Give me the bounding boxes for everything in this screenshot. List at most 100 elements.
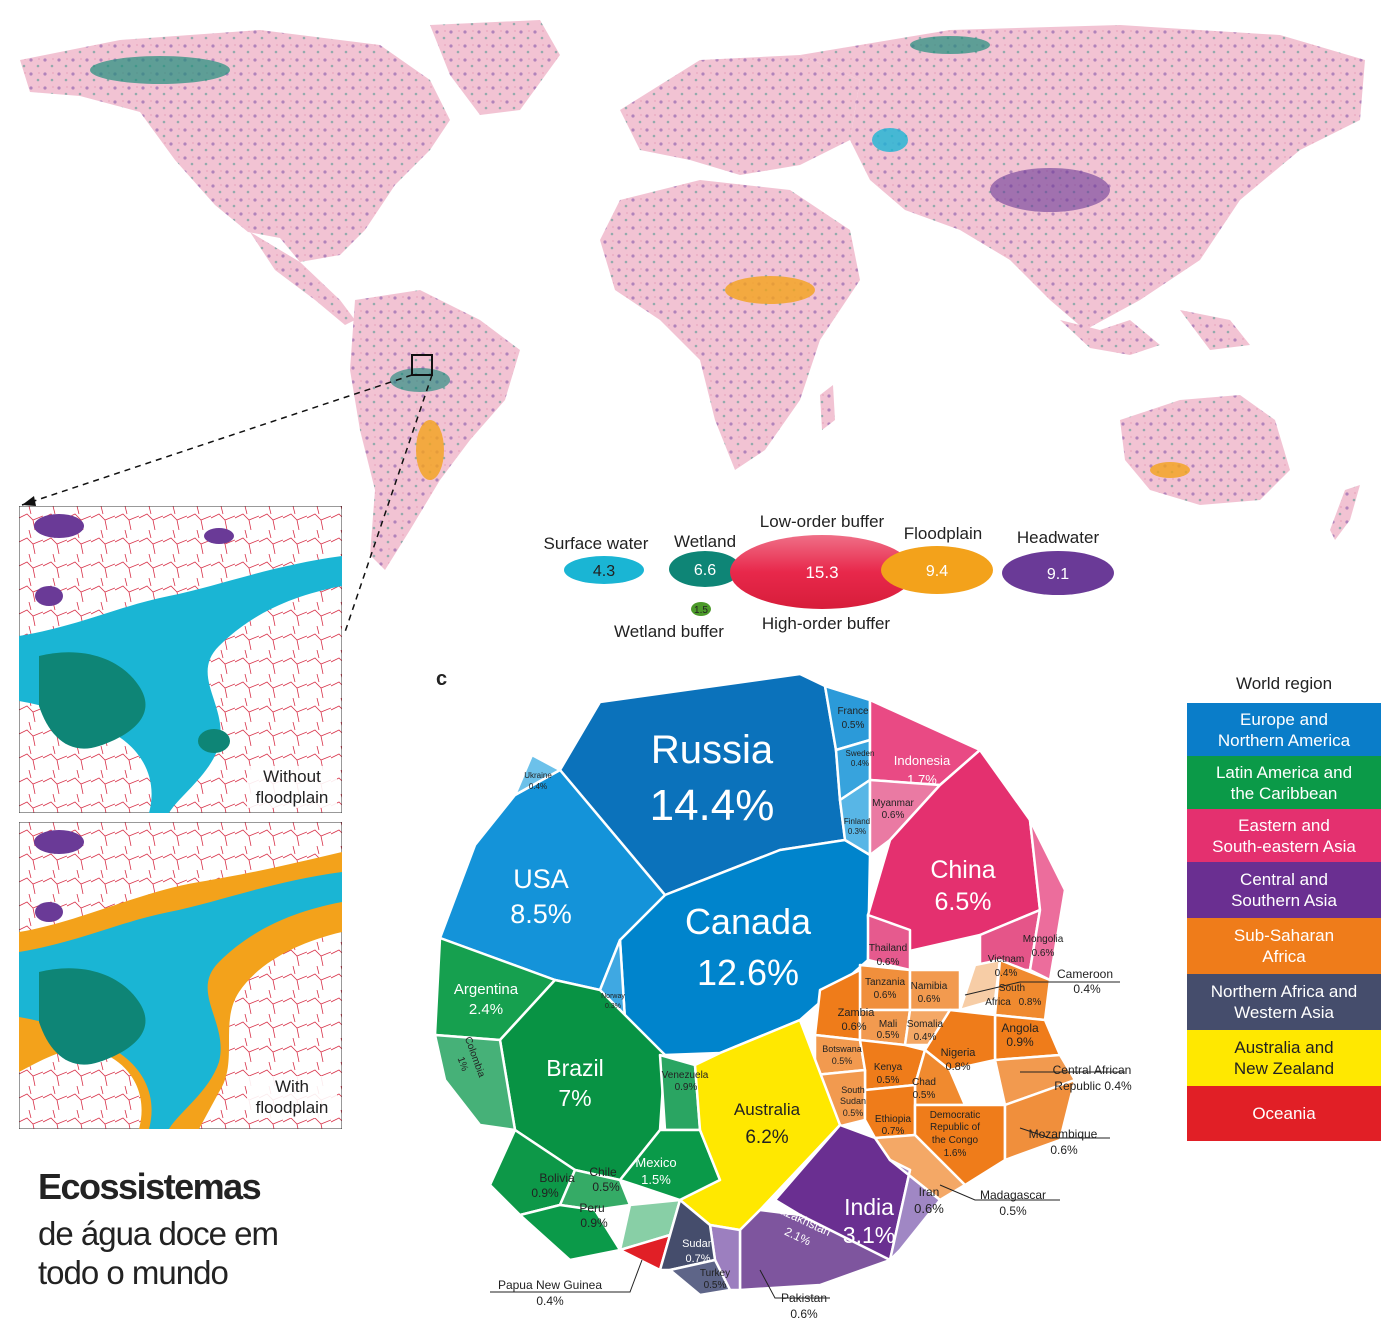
label-turkey-pct: 0.5%: [704, 1280, 727, 1291]
label-angola: Angola: [1001, 1021, 1039, 1035]
label-australia-pct: 6.2%: [745, 1127, 788, 1148]
label-venezuela: Venezuela: [662, 1070, 709, 1081]
callout-pakistan: Pakistan: [781, 1291, 827, 1305]
callout-madagascar-pct: 0.5%: [999, 1204, 1027, 1218]
wetland-buffer-bubble: [691, 602, 711, 616]
label-usa-pct: 8.5%: [510, 899, 572, 929]
label-australia: Australia: [734, 1100, 801, 1119]
label-turkey: Turkey: [700, 1268, 730, 1279]
wetland-value: 6.6: [694, 562, 716, 579]
wetland-buffer-label: Wetland buffer: [614, 622, 724, 641]
surface-water-bubble: [564, 556, 644, 584]
label-peru: Peru: [579, 1201, 604, 1215]
label-south-africa-pct: 0.8%: [1019, 997, 1042, 1008]
inset-with-label: With floodplain: [247, 1076, 337, 1118]
label-sudan-pct: 0.7%: [685, 1253, 710, 1265]
legend-latin-america: Latin America and the Caribbean: [1187, 756, 1381, 809]
label-norway-pct: 0.3%: [605, 1003, 621, 1010]
label-angola-pct: 0.9%: [1006, 1035, 1034, 1049]
label-mexico-pct: 1.5%: [641, 1172, 671, 1187]
label-drc-2: Republic of: [930, 1122, 980, 1133]
callout-cameroon: Cameroon: [1057, 967, 1113, 981]
label-mexico: Mexico: [635, 1155, 676, 1170]
floodplain-value: 9.4: [926, 563, 948, 580]
callout-cameroon-pct: 0.4%: [1073, 982, 1101, 996]
surface-water-label: Surface water: [544, 534, 649, 553]
ecosystem-category-chart: Surface water 4.3 Wetland 6.6 1.5 Wetlan…: [544, 512, 1114, 641]
inset-locator-box: [411, 354, 433, 376]
label-indonesia: Indonesia: [894, 753, 951, 768]
label-zambia-pct: 0.6%: [841, 1021, 866, 1033]
cell-ukraine: [513, 753, 562, 797]
label-venezuela-pct: 0.9%: [675, 1082, 698, 1093]
label-mongolia-pct: 0.6%: [1032, 948, 1055, 959]
label-china-pct: 6.5%: [935, 888, 992, 916]
callout-png: Papua New Guinea: [498, 1278, 602, 1292]
callout-mozambique-pct: 0.6%: [1050, 1143, 1078, 1157]
label-finland-pct: 0.3%: [848, 827, 866, 836]
floodplain-label: Floodplain: [904, 524, 982, 543]
legend-australia: Australia and New Zealand: [1187, 1030, 1381, 1086]
label-namibia-pct: 0.6%: [918, 994, 941, 1005]
label-sweden: Sweden: [846, 749, 875, 758]
low-order-buffer-label: Low-order buffer: [760, 512, 885, 531]
country-voronoi-treemap: Russia 14.4% Canada 12.6% USA 8.5% Brazi…: [433, 672, 1132, 1320]
label-drc-3: the Congo: [932, 1135, 979, 1146]
callout-car: Central African: [1053, 1063, 1132, 1077]
label-thailand: Thailand: [869, 943, 907, 954]
cell-iran: [888, 1158, 942, 1262]
legend-central-asia: Central and Southern Asia: [1187, 862, 1381, 918]
label-ethiopia-pct: 0.7%: [882, 1126, 905, 1137]
label-myanmar-pct: 0.6%: [882, 810, 905, 821]
high-order-buffer-label: High-order buffer: [762, 614, 891, 633]
label-south-sudan-1: South: [841, 1085, 865, 1095]
cell-peru: [518, 1203, 622, 1262]
legend-title: World region: [1235, 674, 1333, 693]
headwater-bubble: [1002, 551, 1114, 595]
africa-landmass: [600, 180, 860, 470]
label-vietnam: Vietnam: [988, 954, 1025, 965]
callout-pakistan-pct: 0.6%: [790, 1307, 818, 1320]
label-france: France: [837, 706, 869, 717]
label-mali-pct: 0.5%: [877, 1030, 900, 1041]
label-argentina: Argentina: [454, 981, 519, 998]
wetland-buffer-value: 1.5: [694, 605, 708, 616]
label-nigeria-pct: 0.8%: [945, 1061, 970, 1073]
label-kenya-pct: 0.5%: [877, 1075, 900, 1086]
label-ukraine: Ukraine: [524, 771, 552, 780]
cell-mozambique: [1003, 1078, 1077, 1162]
label-iran: Iran: [919, 1185, 940, 1199]
cell-nigeria: [923, 1008, 997, 1072]
label-zambia: Zambia: [838, 1007, 876, 1019]
legend-n-africa: Northern Africa and Western Asia: [1187, 974, 1381, 1030]
callout-madagascar: Madagascar: [980, 1188, 1046, 1202]
label-brazil: Brazil: [546, 1055, 604, 1081]
label-mali: Mali: [879, 1019, 897, 1030]
label-somalia: Somalia: [907, 1019, 944, 1030]
label-south-sudan-pct: 0.5%: [843, 1108, 864, 1118]
central-america-landmass: [250, 232, 355, 325]
label-indonesia-pct: 1.7%: [907, 772, 937, 787]
label-brazil-pct: 7%: [558, 1085, 591, 1111]
panel-letter: c: [436, 668, 448, 690]
label-ethiopia: Ethiopia: [875, 1114, 912, 1125]
label-botswana: Botswana: [822, 1044, 862, 1054]
callout-png-pct: 0.4%: [536, 1294, 564, 1308]
legend-subsaharan: Sub-Saharan Africa: [1187, 918, 1381, 974]
label-drc-pct: 1.6%: [944, 1148, 967, 1159]
headwater-label: Headwater: [1017, 528, 1100, 547]
north-america-landmass: [20, 30, 450, 262]
buffer-bubble: [730, 535, 914, 609]
legend-europe-na: Europe and Northern America: [1187, 703, 1381, 756]
label-colombia-pct: 1%: [455, 1055, 470, 1072]
world-map: [20, 20, 1365, 633]
europe-landmass: [620, 55, 860, 175]
label-vietnam-pct: 0.4%: [995, 968, 1018, 979]
cell-botswana: [813, 1033, 867, 1077]
label-south-africa-2: Africa: [985, 997, 1011, 1008]
label-myanmar: Myanmar: [872, 798, 914, 809]
label-drc-1: Democratic: [930, 1110, 981, 1121]
australia-landmass: [1120, 395, 1290, 505]
label-kenya: Kenya: [874, 1062, 903, 1073]
label-south-sudan-2: Sudan: [840, 1096, 866, 1106]
